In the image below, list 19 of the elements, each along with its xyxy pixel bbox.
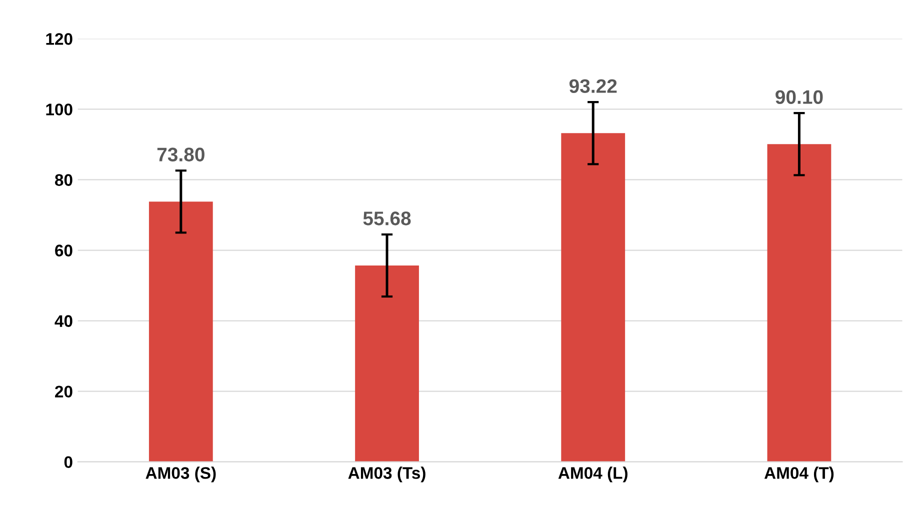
bar — [148, 202, 213, 462]
y-tick-label: 100 — [46, 104, 72, 116]
x-tick-label: AM03 (Ts) — [348, 466, 426, 482]
x-tick-label: AM04 (T) — [764, 466, 834, 482]
y-tick-label: 60 — [55, 244, 72, 256]
bar — [355, 265, 419, 462]
bar — [767, 144, 832, 462]
data-label: 73.80 — [157, 148, 204, 162]
y-tick-label: 80 — [54, 174, 72, 186]
data-label: 55.68 — [363, 212, 411, 226]
bar — [561, 133, 626, 462]
data-label: 93.22 — [569, 79, 617, 93]
x-tick-label: AM03 (S) — [146, 466, 216, 482]
y-tick-label: 120 — [46, 33, 72, 45]
data-label: 90.10 — [776, 90, 823, 104]
x-tick-label: AM04 (L) — [558, 466, 628, 482]
y-tick-label: 20 — [55, 386, 72, 398]
y-tick-label: 0 — [64, 456, 72, 468]
y-tick-label: 40 — [54, 315, 72, 327]
